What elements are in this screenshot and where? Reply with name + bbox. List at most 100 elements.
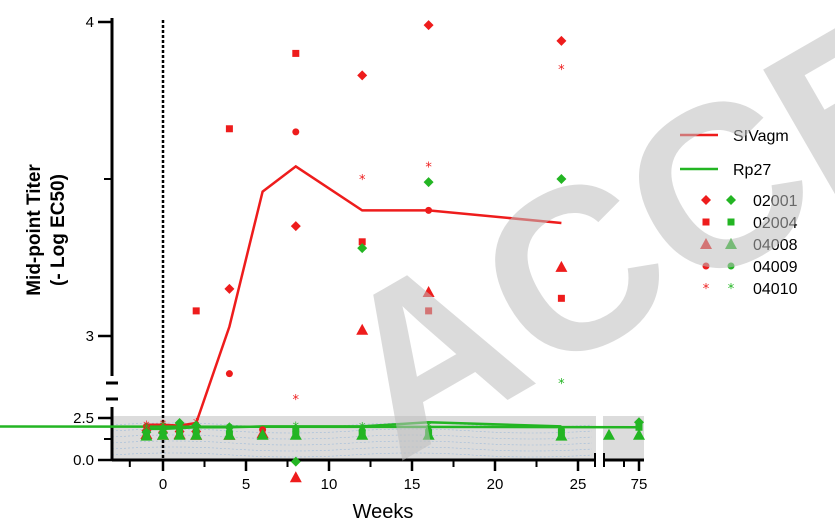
- data-point-sivagm-04010: *: [160, 419, 167, 434]
- data-point-rp27-04008: [356, 428, 369, 440]
- x-tick-label: 75: [631, 476, 648, 493]
- legend-label-04010: 04010: [753, 281, 798, 298]
- band-texture-line: [111, 440, 593, 446]
- axes: 0.0 2.5 3 4 0 5 10 15 20 25 75: [73, 14, 647, 493]
- y-axis-title-line-1: Mid-point Titer: [24, 164, 45, 296]
- sivagm-mean-line: [146, 164, 562, 427]
- legend-label-04009: 04009: [753, 259, 798, 276]
- data-point-rp27-04008: [633, 428, 645, 440]
- data-point-rp27-04009: [176, 426, 184, 434]
- data-point-sivagm-04010: *: [558, 63, 565, 78]
- legend-label-rp27: Rp27: [733, 162, 771, 179]
- data-point-sivagm-04009: [225, 370, 233, 378]
- band-texture-line: [111, 428, 593, 434]
- y-axis-title-line-2: (- Log EC50): [48, 174, 69, 286]
- data-point-sivagm-02001: [357, 70, 368, 81]
- data-point-rp27-02001: [174, 418, 185, 429]
- data-point-sivagm-04009: [142, 422, 150, 430]
- data-point-rp27-02001: [556, 174, 567, 184]
- data-point-rp27-04010: *: [160, 420, 167, 435]
- data-point-sivagm-04008: [356, 323, 369, 335]
- data-point-rp27-04009: [425, 427, 433, 435]
- data-point-sivagm-02001: [556, 35, 567, 46]
- data-point-rp27-04009: [159, 427, 167, 435]
- data-point-rp27-04008: [173, 428, 186, 440]
- legend-marker-rp27-04009: [727, 262, 735, 270]
- data-point-sivagm-02004: [358, 238, 366, 246]
- data-point-rp27-04009: [358, 427, 366, 435]
- data-point-sivagm-04010: *: [293, 393, 300, 408]
- data-point-sivagm-02004: [292, 49, 300, 57]
- data-point-rp27-04010: *: [293, 420, 300, 435]
- data-point-rp27-04008: [256, 428, 269, 440]
- data-point-rp27-04010: *: [636, 421, 643, 436]
- data-point-sivagm-04010: *: [359, 173, 366, 188]
- data-point-rp27-04010: *: [143, 422, 150, 437]
- band-texture-line: [111, 434, 593, 440]
- legend-marker-rp27-04008: [725, 238, 737, 249]
- y-tick-label: 3: [86, 328, 94, 345]
- data-point-rp27-04010: *: [226, 422, 233, 437]
- data-point-rp27-04009: [225, 427, 233, 435]
- data-point-rp27-02001: [191, 420, 202, 431]
- data-point-rp27-04008: [555, 429, 568, 441]
- x-tick-label: 20: [487, 476, 504, 493]
- data-point-sivagm-04009: [425, 206, 433, 214]
- data-point-rp27-04009: [292, 427, 300, 435]
- data-point-sivagm-02001: [224, 283, 235, 294]
- legend-label-sivagm: SIVagm: [733, 128, 789, 145]
- data-point-rp27-04008: [603, 428, 615, 440]
- y-tick-label: 4: [86, 14, 94, 31]
- data-point-sivagm-02004: [192, 307, 200, 315]
- band-texture-line: [111, 452, 593, 458]
- data-point-rp27-04008: [422, 428, 435, 440]
- legend: SIVagm Rp27 02001 02004 04008 04009 * * 04010: [680, 128, 798, 298]
- legend-marker-sivagm-02004: [702, 218, 710, 226]
- data-point-sivagm-04010: *: [143, 420, 150, 435]
- x-axis-title: Weeks: [353, 501, 414, 523]
- legend-marker-sivagm-04008: [700, 238, 712, 249]
- legend-marker-sivagm-04010: *: [703, 282, 710, 297]
- data-point-sivagm-02001: [290, 221, 301, 232]
- data-point-rp27-04009: [192, 427, 200, 435]
- data-point-rp27-04008: [140, 429, 153, 441]
- data-point-rp27-04010: *: [425, 420, 432, 435]
- x-tick-label: 0: [159, 476, 167, 493]
- data-point-sivagm-02004: [557, 294, 565, 302]
- data-point-rp27-04010: *: [558, 377, 565, 392]
- legend-label-04008: 04008: [753, 237, 798, 254]
- data-point-sivagm-02004: [225, 125, 233, 133]
- y-axis-title: Mid-point Titer (- Log EC50): [24, 164, 69, 296]
- data-point-rp27-04008: [190, 428, 203, 440]
- data-point-rp27-04009: [557, 426, 565, 434]
- data-point-sivagm-04010: *: [425, 160, 432, 175]
- data-points: ***************: [140, 20, 645, 483]
- data-point-sivagm-04008: [289, 471, 302, 483]
- x-tick-label: 25: [570, 476, 587, 493]
- data-point-rp27-02001: [290, 456, 301, 467]
- x-tick-label: 5: [242, 476, 250, 493]
- mean-lines: [0, 164, 640, 431]
- legend-marker-sivagm-02001: [701, 195, 711, 205]
- data-point-sivagm-04008: [555, 260, 568, 272]
- legend-marker-rp27-02001: [726, 195, 736, 205]
- rp27-mean-line-after-break: [0, 425, 640, 429]
- band-texture-line: [111, 446, 593, 452]
- x-tick-label: 10: [321, 476, 338, 493]
- data-point-rp27-02001: [357, 243, 368, 254]
- data-point-rp27-04008: [157, 428, 169, 440]
- legend-marker-sivagm-04009: [702, 262, 710, 270]
- legend-marker-rp27-04010: *: [728, 282, 735, 297]
- data-point-rp27-04010: *: [359, 421, 366, 436]
- data-point-sivagm-04009: [292, 128, 300, 136]
- y-tick-label: 0.0: [73, 452, 94, 469]
- data-point-rp27-02004: [635, 423, 643, 431]
- data-point-sivagm-04008: [422, 286, 435, 298]
- legend-marker-rp27-02004: [727, 218, 735, 226]
- data-point-rp27-02001: [423, 177, 434, 188]
- y-tick-label: 2.5: [73, 410, 94, 427]
- data-point-sivagm-02001: [423, 20, 434, 31]
- data-point-sivagm-02004: [425, 307, 433, 315]
- legend-label-02001: 02001: [753, 193, 798, 210]
